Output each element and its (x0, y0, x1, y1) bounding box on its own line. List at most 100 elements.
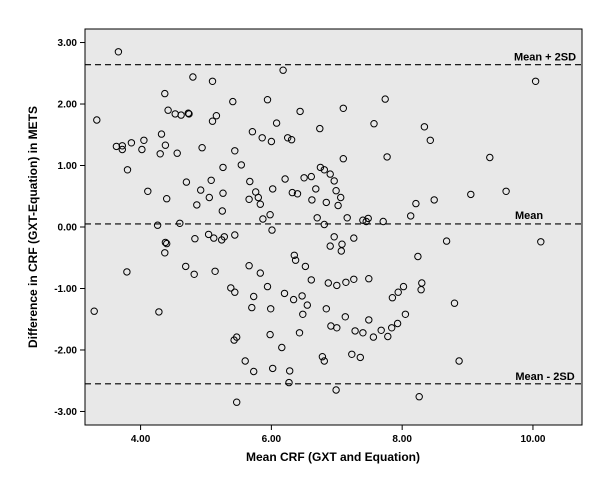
data-point (176, 219, 184, 228)
data-point (118, 142, 127, 150)
data-point (370, 120, 378, 128)
data-point (320, 357, 328, 365)
data-point (296, 107, 304, 116)
data-point (364, 214, 372, 223)
data-point (401, 310, 410, 318)
data-point (307, 172, 315, 181)
data-point (308, 196, 316, 204)
data-point (241, 357, 249, 365)
data-point (219, 163, 227, 172)
data-point (254, 193, 262, 202)
x-tick-label: 10.00 (520, 434, 545, 445)
data-point (333, 324, 341, 332)
data-point (250, 367, 258, 376)
data-point (191, 235, 199, 243)
data-point (332, 386, 340, 394)
data-point (227, 284, 235, 292)
data-point (359, 216, 367, 224)
data-point (231, 288, 239, 296)
data-point (263, 282, 272, 291)
data-point (303, 301, 311, 309)
data-point (293, 190, 302, 198)
data-point (412, 199, 420, 208)
x-tick-label: 8.00 (392, 434, 412, 445)
y-tick-label: 2.00 (58, 100, 78, 111)
data-point (93, 116, 101, 124)
data-point (348, 350, 356, 358)
data-point (356, 353, 364, 362)
data-point (266, 211, 274, 219)
data-point (365, 275, 373, 283)
data-point (278, 343, 286, 352)
data-point (204, 230, 213, 239)
data-point (198, 144, 206, 152)
data-point (420, 123, 429, 131)
data-point (281, 175, 289, 183)
data-point (259, 215, 267, 223)
data-point (379, 217, 387, 226)
data-point (417, 286, 425, 294)
data-point (248, 128, 257, 136)
data-point (123, 268, 131, 276)
data-point (286, 367, 294, 375)
data-point (245, 262, 253, 270)
data-point (153, 221, 162, 229)
data-point (330, 177, 338, 185)
x-axis-ticks: 4.00 6.00 8.00 10.00 (131, 425, 546, 445)
data-point (322, 305, 330, 313)
data-point (182, 262, 190, 271)
data-point (502, 187, 510, 196)
data-point (350, 275, 358, 283)
data-point (383, 153, 391, 161)
data-point (144, 187, 152, 196)
data-point (138, 145, 146, 154)
data-point (229, 97, 237, 106)
data-point (161, 249, 169, 257)
data-point (269, 364, 277, 373)
data-point (231, 231, 239, 239)
data-point (258, 134, 266, 142)
data-point (337, 193, 345, 202)
data-point (334, 201, 342, 210)
data-point (338, 240, 346, 248)
data-point (341, 313, 349, 321)
data-point (300, 174, 308, 182)
data-point (268, 226, 276, 234)
data-point (301, 262, 310, 271)
data-point (322, 198, 330, 207)
data-point (339, 104, 347, 113)
data-point (291, 256, 300, 264)
data-point (384, 332, 392, 341)
data-point (245, 195, 253, 204)
data-point (326, 242, 334, 250)
data-point (316, 124, 324, 133)
data-point (189, 73, 197, 81)
data-point (285, 378, 293, 387)
y-axis-ticks: 3.00 2.00 1.00 0.00 -1.00 -2.00 -3.00 (54, 38, 85, 418)
data-point (381, 95, 389, 103)
x-axis-title: Mean CRF (GXT and Equation) (246, 450, 420, 464)
data-point (333, 281, 341, 290)
data-point (430, 196, 438, 204)
data-point (537, 238, 545, 246)
data-point (290, 251, 298, 260)
data-point (163, 239, 171, 248)
data-point (316, 163, 325, 172)
data-point (237, 161, 246, 169)
data-point (330, 233, 338, 241)
data-point (205, 193, 214, 202)
data-point (312, 185, 320, 193)
data-point (173, 149, 181, 157)
data-point (267, 137, 276, 146)
data-point (256, 200, 264, 208)
data-point (394, 288, 402, 296)
data-point (114, 48, 123, 56)
data-point (298, 292, 306, 300)
data-point (90, 307, 98, 315)
data-point (184, 109, 193, 117)
data-point (207, 176, 215, 185)
data-point (233, 398, 241, 406)
data-point (399, 282, 408, 291)
data-point (164, 106, 172, 114)
data-point (415, 393, 423, 401)
